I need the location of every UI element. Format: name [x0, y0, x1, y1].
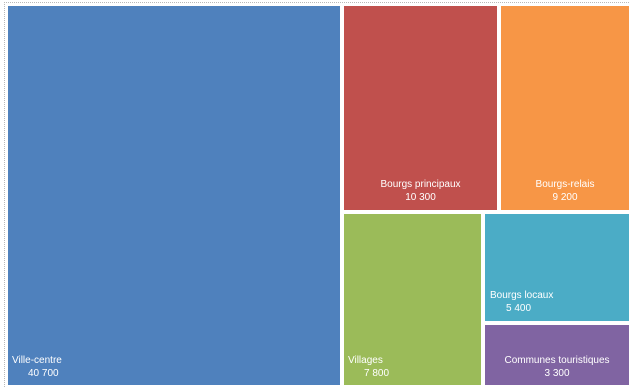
- tile-category-label: Bourgs principaux: [380, 179, 461, 190]
- tile-label-group: Communes touristiques 3 300: [483, 354, 631, 380]
- chart-area-border: [4, 2, 629, 387]
- treemap-tile-bourgs-locaux: [483, 212, 631, 323]
- tile-label-group: Bourgs principaux 10 300: [342, 178, 499, 204]
- tile-value-label: 9 200: [552, 192, 578, 203]
- tile-category-label: Bourgs-relais: [535, 179, 595, 190]
- tile-value-label: 40 700: [28, 368, 59, 379]
- treemap-tile-bourgs-relais: [499, 4, 631, 212]
- tile-value-label: 10 300: [405, 192, 436, 203]
- tile-label-group: Bourgs locaux 5 400: [490, 289, 553, 315]
- tile-value-label: 7 800: [364, 368, 390, 379]
- tile-category-label: Villages: [348, 355, 383, 366]
- tile-label-group: Villages 7 800: [348, 354, 389, 380]
- tile-value-label: 3 300: [544, 368, 570, 379]
- tile-label-group: Ville-centre 40 700: [12, 354, 62, 380]
- treemap-tile-villages: [342, 212, 483, 387]
- tile-category-label: Communes touristiques: [504, 355, 610, 366]
- tile-category-label: Ville-centre: [12, 355, 62, 366]
- treemap-tile-bourgs-principaux: [342, 4, 499, 212]
- treemap-tile-communes-touristiques: [483, 323, 631, 387]
- tile-category-label: Bourgs locaux: [490, 290, 554, 301]
- treemap-tile-ville-centre: [6, 4, 342, 387]
- tile-value-label: 5 400: [506, 303, 532, 314]
- tile-label-group: Bourgs-relais 9 200: [499, 178, 631, 204]
